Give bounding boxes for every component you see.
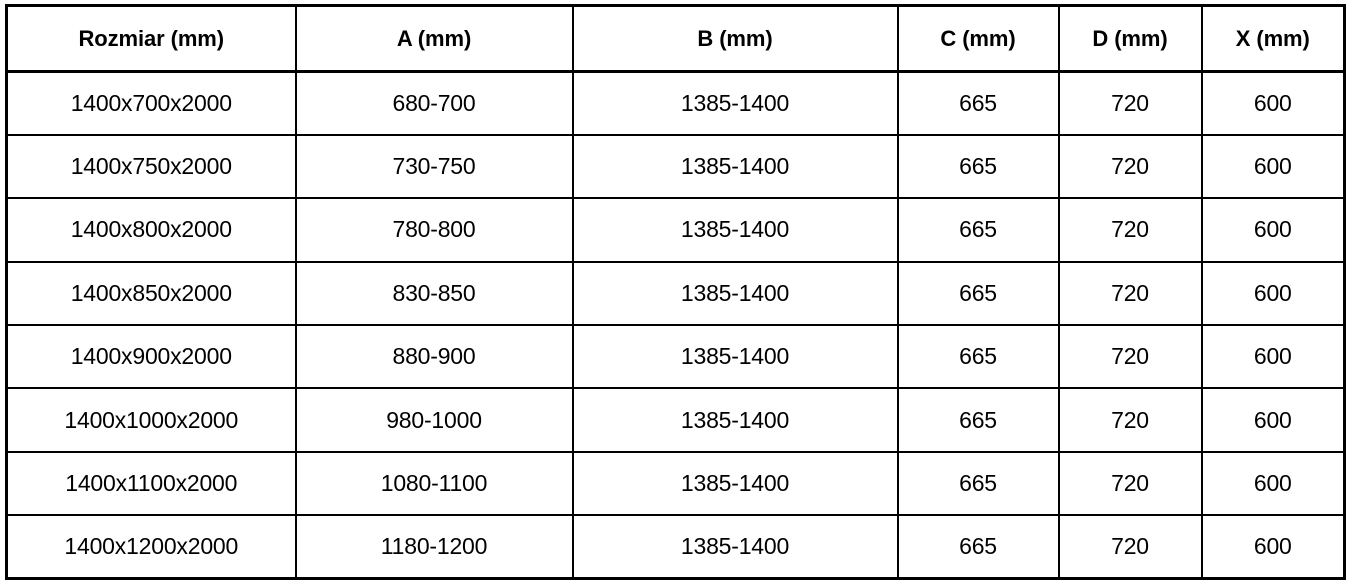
cell-b: 1385-1400: [571, 387, 899, 453]
table-row: 1400x700x2000 680-700 1385-1400 665 720 600: [6, 71, 1345, 136]
cell-c: 665: [896, 387, 1060, 453]
table-row: 1400x1000x2000 980-1000 1385-1400 665 720 600: [6, 387, 1345, 453]
cell-d: 720: [1057, 323, 1203, 390]
cell-c: 665: [896, 133, 1060, 200]
cell-a: 880-900: [294, 323, 574, 390]
cell-c: 665: [896, 197, 1060, 263]
cell-x: 600: [1200, 323, 1345, 390]
cell-c: 665: [896, 260, 1060, 327]
cell-a: 780-800: [294, 197, 574, 263]
column-header-d: D (mm): [1057, 5, 1203, 73]
cell-size: 1400x850x2000: [6, 260, 297, 327]
cell-x: 600: [1200, 71, 1345, 136]
cell-size: 1400x1200x2000: [6, 514, 297, 579]
cell-c: 665: [896, 450, 1060, 517]
cell-size: 1400x750x2000: [6, 133, 297, 200]
cell-a: 680-700: [294, 71, 574, 136]
cell-c: 665: [896, 514, 1060, 579]
cell-size: 1400x1000x2000: [6, 387, 297, 453]
column-header-c: C (mm): [896, 5, 1060, 73]
cell-a: 980-1000: [294, 387, 574, 453]
cell-a: 730-750: [294, 133, 574, 200]
cell-b: 1385-1400: [571, 71, 899, 136]
cell-c: 665: [896, 71, 1060, 136]
cell-a: 830-850: [294, 260, 574, 327]
cell-b: 1385-1400: [571, 197, 899, 263]
cell-d: 720: [1057, 197, 1203, 263]
cell-x: 600: [1200, 514, 1345, 579]
cell-x: 600: [1200, 133, 1345, 200]
cell-d: 720: [1057, 450, 1203, 517]
cell-b: 1385-1400: [571, 260, 899, 327]
column-header-size: Rozmiar (mm): [6, 5, 297, 73]
cell-size: 1400x800x2000: [6, 197, 297, 263]
dimensions-table: Rozmiar (mm) A (mm) B (mm) C (mm) D (mm)…: [5, 4, 1346, 580]
table-row: 1400x1100x2000 1080-1100 1385-1400 665 720 60…: [6, 450, 1345, 517]
cell-d: 720: [1057, 260, 1203, 327]
table-row: 1400x900x2000 880-900 1385-1400 665 720 600: [6, 323, 1345, 390]
table-header-row: Rozmiar (mm) A (mm) B (mm) C (mm) D (mm)…: [6, 5, 1345, 73]
column-header-b: B (mm): [571, 5, 899, 73]
cell-d: 720: [1057, 133, 1203, 200]
dimensions-table-container: Rozmiar (mm) A (mm) B (mm) C (mm) D (mm)…: [5, 4, 1346, 580]
cell-a: 1180-1200: [294, 514, 574, 579]
cell-c: 665: [896, 323, 1060, 390]
cell-size: 1400x700x2000: [6, 71, 297, 136]
cell-x: 600: [1200, 197, 1345, 263]
cell-size: 1400x1100x2000: [6, 450, 297, 517]
cell-b: 1385-1400: [571, 450, 899, 517]
column-header-x: X (mm): [1200, 5, 1345, 73]
cell-x: 600: [1200, 450, 1345, 517]
cell-b: 1385-1400: [571, 323, 899, 390]
cell-d: 720: [1057, 387, 1203, 453]
cell-x: 600: [1200, 387, 1345, 453]
table-row: 1400x850x2000 830-850 1385-1400 665 720 600: [6, 260, 1345, 327]
cell-x: 600: [1200, 260, 1345, 327]
table-body: 1400x700x2000 680-700 1385-1400 665 720 600 14…: [6, 71, 1345, 579]
table-row: 1400x1200x2000 1180-1200 1385-1400 665 720 60…: [6, 514, 1345, 579]
column-header-a: A (mm): [294, 5, 574, 73]
table-header: Rozmiar (mm) A (mm) B (mm) C (mm) D (mm)…: [6, 5, 1345, 73]
cell-size: 1400x900x2000: [6, 323, 297, 390]
cell-b: 1385-1400: [571, 514, 899, 579]
table-row: 1400x800x2000 780-800 1385-1400 665 720 600: [6, 197, 1345, 263]
cell-b: 1385-1400: [571, 133, 899, 200]
cell-d: 720: [1057, 71, 1203, 136]
cell-d: 720: [1057, 514, 1203, 579]
table-row: 1400x750x2000 730-750 1385-1400 665 720 600: [6, 133, 1345, 200]
cell-a: 1080-1100: [294, 450, 574, 517]
